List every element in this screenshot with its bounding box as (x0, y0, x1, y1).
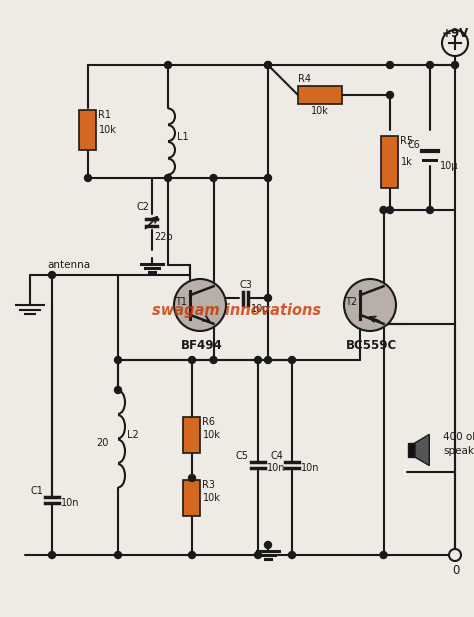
Text: 1k: 1k (401, 157, 412, 167)
Circle shape (189, 552, 195, 558)
Text: C4: C4 (270, 451, 283, 461)
Circle shape (48, 552, 55, 558)
Text: BF494: BF494 (181, 339, 223, 352)
Circle shape (189, 474, 195, 481)
FancyBboxPatch shape (408, 443, 415, 457)
Circle shape (255, 357, 262, 363)
Text: L2: L2 (127, 430, 139, 440)
Text: 10k: 10k (202, 493, 220, 503)
Circle shape (164, 62, 172, 68)
Circle shape (115, 357, 121, 363)
Circle shape (115, 552, 121, 558)
Text: +9V: +9V (441, 27, 469, 40)
Text: swagam innovations: swagam innovations (153, 302, 321, 318)
Text: 10k: 10k (202, 430, 220, 440)
FancyBboxPatch shape (382, 136, 399, 188)
Text: T2: T2 (345, 297, 357, 307)
Circle shape (386, 207, 393, 213)
Text: C6: C6 (407, 140, 420, 150)
Circle shape (386, 62, 393, 68)
Circle shape (48, 271, 55, 278)
FancyBboxPatch shape (80, 110, 97, 150)
Text: C1: C1 (30, 486, 43, 496)
Circle shape (164, 175, 172, 181)
Circle shape (84, 175, 91, 181)
Text: T1: T1 (175, 297, 187, 307)
Circle shape (264, 62, 272, 68)
Text: 10μ: 10μ (440, 161, 458, 171)
Text: R3: R3 (202, 480, 216, 490)
Circle shape (189, 357, 195, 363)
FancyBboxPatch shape (422, 159, 438, 162)
Circle shape (174, 279, 226, 331)
Circle shape (264, 175, 272, 181)
Circle shape (255, 552, 262, 558)
Circle shape (289, 552, 295, 558)
FancyBboxPatch shape (183, 480, 201, 516)
Polygon shape (415, 434, 429, 466)
Circle shape (264, 542, 272, 549)
Text: 0: 0 (452, 564, 460, 577)
Circle shape (264, 357, 272, 363)
Circle shape (386, 91, 393, 99)
Circle shape (442, 30, 468, 56)
Circle shape (380, 207, 387, 213)
Text: antenna: antenna (47, 260, 90, 270)
Text: 10n: 10n (267, 463, 285, 473)
Text: 20: 20 (97, 438, 109, 448)
Text: R1: R1 (99, 110, 111, 120)
FancyBboxPatch shape (183, 417, 201, 453)
Text: C3: C3 (239, 280, 253, 289)
Text: 10n: 10n (301, 463, 319, 473)
Text: R5: R5 (401, 136, 414, 146)
Text: 10k: 10k (311, 106, 329, 116)
Text: C5: C5 (236, 451, 249, 461)
Text: 400 ohm
speaker: 400 ohm speaker (443, 433, 474, 455)
Text: 10p: 10p (250, 305, 269, 315)
Circle shape (380, 552, 387, 558)
Text: BC559C: BC559C (346, 339, 398, 352)
Circle shape (449, 549, 461, 561)
Circle shape (210, 175, 217, 181)
Text: R6: R6 (202, 417, 216, 427)
Text: 10n: 10n (61, 498, 80, 508)
Circle shape (452, 62, 458, 68)
Text: 22p: 22p (154, 233, 173, 242)
Circle shape (344, 279, 396, 331)
Text: L1: L1 (177, 133, 189, 143)
FancyBboxPatch shape (298, 86, 342, 104)
Circle shape (427, 207, 434, 213)
Circle shape (289, 357, 295, 363)
Circle shape (264, 294, 272, 302)
Text: C2: C2 (137, 202, 150, 212)
Circle shape (264, 62, 272, 68)
Circle shape (115, 386, 121, 394)
Text: 10k: 10k (99, 125, 117, 135)
Circle shape (427, 62, 434, 68)
Circle shape (210, 357, 217, 363)
Text: R4: R4 (298, 74, 311, 84)
